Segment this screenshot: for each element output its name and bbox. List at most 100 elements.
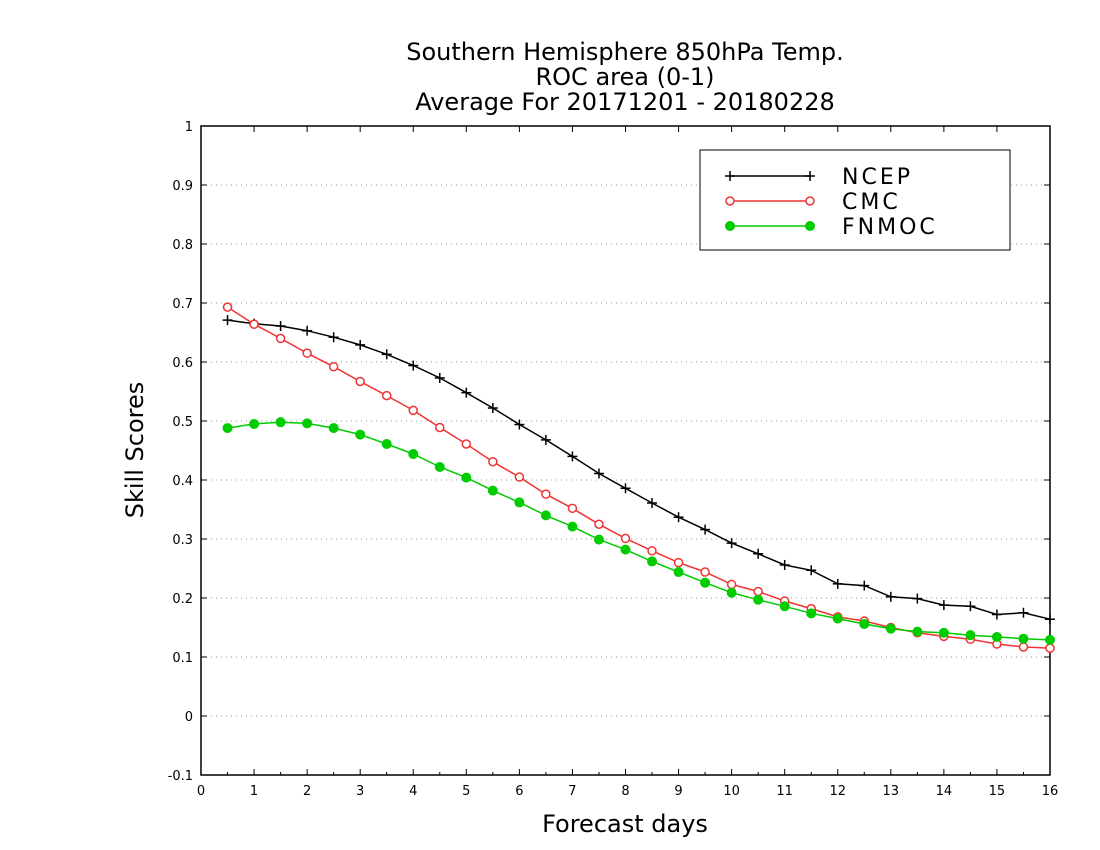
data-point-ncep — [222, 315, 233, 326]
data-point-ncep — [620, 483, 631, 494]
y-tick-label: 0.3 — [172, 533, 193, 548]
data-point-ncep — [275, 321, 286, 332]
data-point-ncep — [328, 332, 339, 343]
x-tick-label: 1 — [250, 784, 258, 799]
data-point-fnmoc — [408, 449, 419, 460]
x-tick-label: 14 — [936, 784, 953, 799]
x-tick-label: 15 — [989, 784, 1006, 799]
chart-title-line-3: Average For 20171201 - 20180228 — [415, 88, 835, 116]
legend-marker-fnmoc — [725, 221, 735, 231]
data-point-fnmoc — [938, 627, 949, 638]
data-point-fnmoc — [832, 613, 843, 624]
data-point-ncep — [885, 591, 896, 602]
data-point-fnmoc — [1045, 634, 1055, 645]
data-point-fnmoc — [328, 423, 339, 434]
y-tick-label: 0 — [185, 710, 193, 725]
data-point-cmc — [726, 579, 737, 590]
legend-label-ncep: NCEP — [842, 165, 913, 190]
series-line-fnmoc — [227, 421, 1051, 641]
x-tick-label: 12 — [829, 784, 846, 799]
data-point-fnmoc — [434, 462, 445, 473]
data-point-ncep — [593, 468, 604, 479]
data-point-cmc — [1045, 643, 1055, 653]
data-point-ncep — [434, 372, 445, 383]
data-point-fnmoc — [673, 567, 684, 578]
data-point-ncep — [1045, 614, 1055, 625]
y-tick-label: 0.9 — [172, 179, 193, 194]
data-point-ncep — [408, 360, 419, 371]
data-point-cmc — [700, 567, 710, 577]
data-point-cmc — [222, 302, 233, 312]
legend-marker-cmc — [725, 196, 735, 206]
y-tick-label: 0.6 — [172, 356, 193, 371]
x-tick-label: 2 — [303, 784, 311, 799]
legend-box — [699, 149, 1011, 251]
chart-title-line-1: Southern Hemisphere 850hPa Temp. — [406, 38, 843, 66]
data-point-ncep — [806, 565, 817, 576]
data-point-fnmoc — [779, 601, 790, 612]
data-point-ncep — [647, 498, 658, 509]
data-point-cmc — [514, 472, 525, 482]
data-point-ncep — [700, 524, 711, 535]
data-point-fnmoc — [912, 626, 923, 637]
data-point-ncep — [859, 580, 870, 591]
data-point-fnmoc — [726, 587, 737, 598]
chart-title: Southern Hemisphere 850hPa Temp.ROC area… — [406, 38, 843, 116]
data-point-cmc — [275, 333, 286, 344]
legend-marker-fnmoc — [805, 221, 815, 231]
x-tick-label: 7 — [568, 784, 576, 799]
data-point-ncep — [514, 419, 525, 430]
data-point-ncep — [567, 451, 578, 462]
data-point-ncep — [726, 538, 737, 549]
x-axis-label: Forecast days — [542, 810, 708, 838]
x-tick-label: 6 — [515, 784, 523, 799]
y-tick-label: 0.2 — [172, 592, 193, 607]
data-point-fnmoc — [487, 485, 498, 496]
data-point-fnmoc — [302, 418, 313, 429]
series-fnmoc — [222, 417, 1055, 645]
legend-marker-ncep — [805, 171, 815, 181]
data-point-cmc — [435, 422, 445, 433]
data-point-fnmoc — [381, 439, 392, 450]
data-point-fnmoc — [249, 418, 260, 429]
data-point-ncep — [381, 349, 392, 360]
axis-ticks: -0.100.10.20.30.40.50.60.70.80.910 1 2 3 4 5 6… — [168, 120, 1059, 799]
data-point-ncep — [302, 325, 313, 336]
data-point-ncep — [355, 339, 366, 350]
y-tick-label: 0.7 — [172, 297, 193, 312]
legend-marker-ncep — [725, 171, 735, 181]
data-point-cmc — [541, 489, 551, 499]
data-point-ncep — [779, 559, 790, 570]
legend-item-fnmoc: FNMOC — [725, 215, 935, 240]
data-point-fnmoc — [355, 429, 366, 440]
data-point-ncep — [487, 403, 498, 414]
data-point-fnmoc — [700, 577, 711, 588]
data-point-fnmoc — [965, 630, 976, 641]
data-point-fnmoc — [514, 497, 525, 508]
x-tick-label: 3 — [356, 784, 364, 799]
data-point-cmc — [567, 503, 578, 514]
y-tick-label: 0.8 — [172, 238, 193, 253]
data-point-ncep — [1018, 607, 1029, 618]
data-point-fnmoc — [647, 556, 658, 567]
data-point-cmc — [328, 361, 339, 372]
y-axis-label: Skill Scores — [121, 382, 149, 519]
data-point-ncep — [938, 600, 949, 611]
x-tick-label: 9 — [674, 784, 682, 799]
data-point-cmc — [381, 390, 392, 401]
x-tick-label: 8 — [621, 784, 629, 799]
data-point-cmc — [620, 533, 631, 544]
data-point-fnmoc — [991, 631, 1002, 642]
data-point-cmc — [355, 376, 365, 387]
data-point-cmc — [647, 546, 657, 556]
series-line-cmc — [227, 306, 1051, 649]
x-tick-label: 0 — [197, 784, 205, 799]
y-tick-label: -0.1 — [168, 769, 193, 784]
data-point-cmc — [488, 456, 498, 467]
legend-marker-cmc — [805, 196, 815, 206]
data-point-ncep — [912, 593, 923, 604]
legend-item-cmc: CMC — [725, 190, 898, 215]
y-tick-label: 0.4 — [172, 474, 193, 489]
data-point-ncep — [461, 387, 472, 398]
